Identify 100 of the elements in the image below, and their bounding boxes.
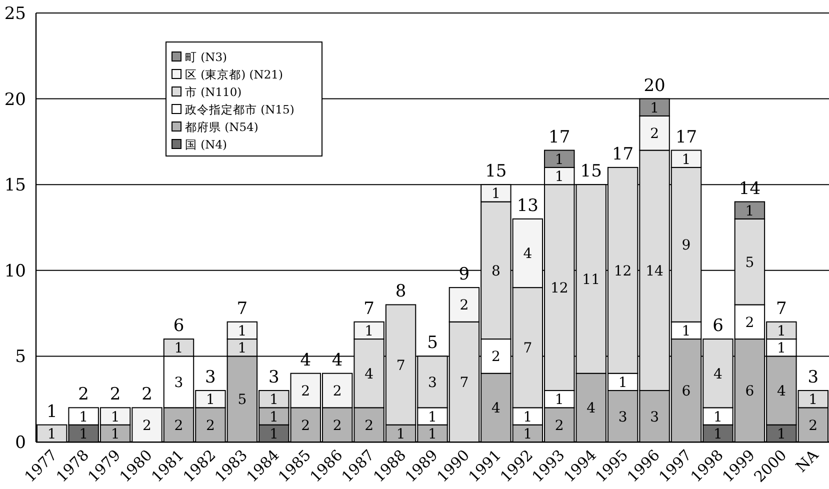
data-label: 1 xyxy=(554,392,564,408)
data-label: 1 xyxy=(364,323,374,340)
data-label: 4 xyxy=(364,366,374,382)
data-label: 12 xyxy=(614,263,632,280)
data-label: 1 xyxy=(47,426,56,442)
total-label: 17 xyxy=(612,144,634,164)
data-label: 2 xyxy=(460,298,469,314)
total-label: 9 xyxy=(458,264,470,285)
data-label: 1 xyxy=(110,409,120,426)
total-label: 6 xyxy=(173,316,184,336)
data-label: 12 xyxy=(550,280,568,297)
total-label: 20 xyxy=(644,76,666,96)
data-label: 1 xyxy=(269,409,278,426)
legend-label: 国 (N4) xyxy=(185,138,228,152)
total-label: 3 xyxy=(205,368,216,388)
data-label: 1 xyxy=(776,340,786,357)
data-label: 2 xyxy=(745,314,754,331)
y-tick-label: 20 xyxy=(4,90,26,110)
data-label: 1 xyxy=(682,152,691,168)
data-label: 1 xyxy=(554,152,564,168)
data-label: 1 xyxy=(808,392,818,408)
data-label: 2 xyxy=(301,418,310,434)
data-label: 2 xyxy=(174,418,184,434)
legend-label: 町 (N3) xyxy=(185,50,228,64)
data-label: 1 xyxy=(206,392,215,408)
data-label: 1 xyxy=(110,426,120,442)
data-label: 9 xyxy=(682,238,691,254)
data-label: 1 xyxy=(491,186,500,202)
total-label: 2 xyxy=(78,384,89,405)
data-label: 2 xyxy=(364,418,374,434)
total-label: 3 xyxy=(808,368,819,388)
data-label: 1 xyxy=(523,426,532,442)
data-label: 3 xyxy=(428,374,437,391)
data-label: 4 xyxy=(714,366,723,382)
data-label: 2 xyxy=(332,384,342,400)
data-label: 2 xyxy=(808,418,818,434)
data-label: 1 xyxy=(269,426,278,442)
data-label: 2 xyxy=(554,418,564,434)
total-label: 1 xyxy=(46,402,58,422)
y-tick-label: 15 xyxy=(4,176,26,196)
legend-label: 区 (東京都) (N21) xyxy=(185,68,283,82)
data-label: 4 xyxy=(491,400,500,417)
data-label: 3 xyxy=(174,374,184,391)
data-label: 4 xyxy=(523,246,532,262)
data-label: 1 xyxy=(776,323,786,340)
data-label: 5 xyxy=(238,392,247,408)
data-label: 1 xyxy=(269,392,278,408)
data-label: 8 xyxy=(491,263,500,280)
data-label: 14 xyxy=(646,263,664,280)
data-label: 2 xyxy=(491,349,500,366)
data-label: 7 xyxy=(460,374,469,391)
y-tick-label: 0 xyxy=(15,433,26,453)
total-label: 15 xyxy=(580,162,602,182)
data-label: 2 xyxy=(142,418,152,434)
data-label: 1 xyxy=(79,426,88,442)
data-label: 2 xyxy=(301,384,310,400)
data-label: 4 xyxy=(776,384,786,400)
data-label: 5 xyxy=(745,254,754,271)
data-label: 1 xyxy=(776,426,786,442)
total-label: 2 xyxy=(110,384,121,405)
total-label: 3 xyxy=(268,368,280,388)
data-label: 1 xyxy=(682,323,691,340)
data-label: 1 xyxy=(428,409,437,426)
data-label: 7 xyxy=(523,340,532,357)
total-label: 6 xyxy=(712,316,724,336)
data-label: 1 xyxy=(79,409,88,426)
data-label: 2 xyxy=(332,418,342,434)
total-label: 17 xyxy=(675,127,698,148)
data-label: 7 xyxy=(396,358,406,374)
y-tick-label: 10 xyxy=(4,261,26,282)
data-label: 1 xyxy=(428,426,437,442)
y-tick-label: 5 xyxy=(15,347,26,368)
data-label: 1 xyxy=(618,374,628,391)
total-label: 2 xyxy=(142,384,152,405)
data-label: 3 xyxy=(618,409,628,426)
data-label: 3 xyxy=(650,409,659,426)
total-label: 17 xyxy=(548,127,570,148)
data-label: 1 xyxy=(238,340,247,357)
x-tick-label: NA xyxy=(792,446,822,476)
total-label: 7 xyxy=(236,298,248,319)
data-label: 1 xyxy=(745,203,754,220)
data-label: 4 xyxy=(586,400,596,417)
legend-label: 政令指定都市 (N15) xyxy=(185,102,294,116)
data-label: 1 xyxy=(396,426,406,442)
data-label: 11 xyxy=(582,272,600,288)
total-label: 13 xyxy=(516,196,538,216)
total-label: 7 xyxy=(364,298,374,319)
data-label: 1 xyxy=(650,100,659,116)
data-label: 1 xyxy=(174,340,184,357)
y-tick-label: 25 xyxy=(4,4,26,24)
total-label: 4 xyxy=(300,350,312,370)
data-label: 2 xyxy=(650,126,659,142)
total-label: 15 xyxy=(485,162,507,182)
data-label: 6 xyxy=(745,384,754,400)
total-label: 8 xyxy=(395,282,406,302)
data-label: 1 xyxy=(554,169,564,186)
total-label: 14 xyxy=(738,178,761,199)
data-label: 1 xyxy=(238,323,247,340)
data-label: 1 xyxy=(714,426,722,442)
total-label: 7 xyxy=(776,298,787,319)
